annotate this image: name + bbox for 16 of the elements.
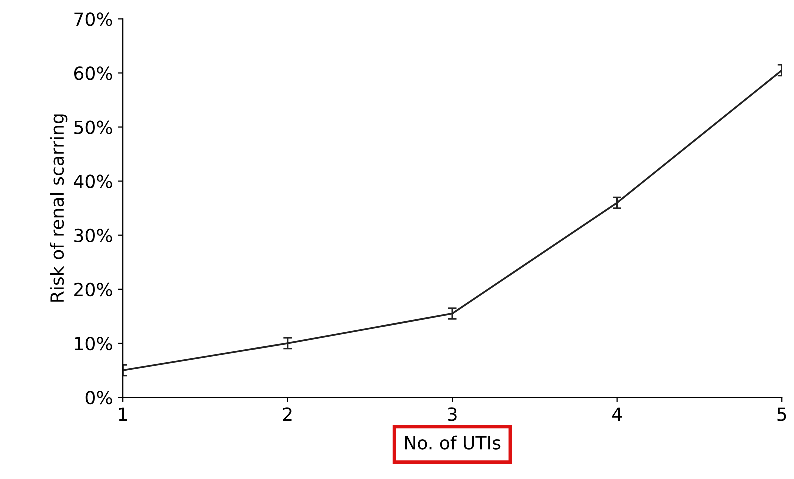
x-tick-label: 4 <box>612 408 622 422</box>
y-tick-label: 70% <box>74 12 112 26</box>
x-tick-label: 1 <box>119 408 128 422</box>
y-tick-label: 60% <box>74 66 112 80</box>
y-tick-label: 0% <box>86 391 112 405</box>
y-tick-label: 40% <box>74 174 112 188</box>
x-tick-label: 5 <box>778 408 786 422</box>
y-tick-label: 50% <box>74 120 112 134</box>
y-tick-label: 10% <box>75 336 112 351</box>
line-series <box>123 70 782 372</box>
x-axis-title: No. of UTIs <box>405 436 501 450</box>
y-tick-label: 30% <box>74 228 112 243</box>
x-tick-label: 3 <box>448 408 457 422</box>
y-tick-label: 20% <box>74 282 112 297</box>
x-tick-label: 2 <box>283 408 292 422</box>
y-axis-title: Risk of renal scarring <box>50 114 68 302</box>
